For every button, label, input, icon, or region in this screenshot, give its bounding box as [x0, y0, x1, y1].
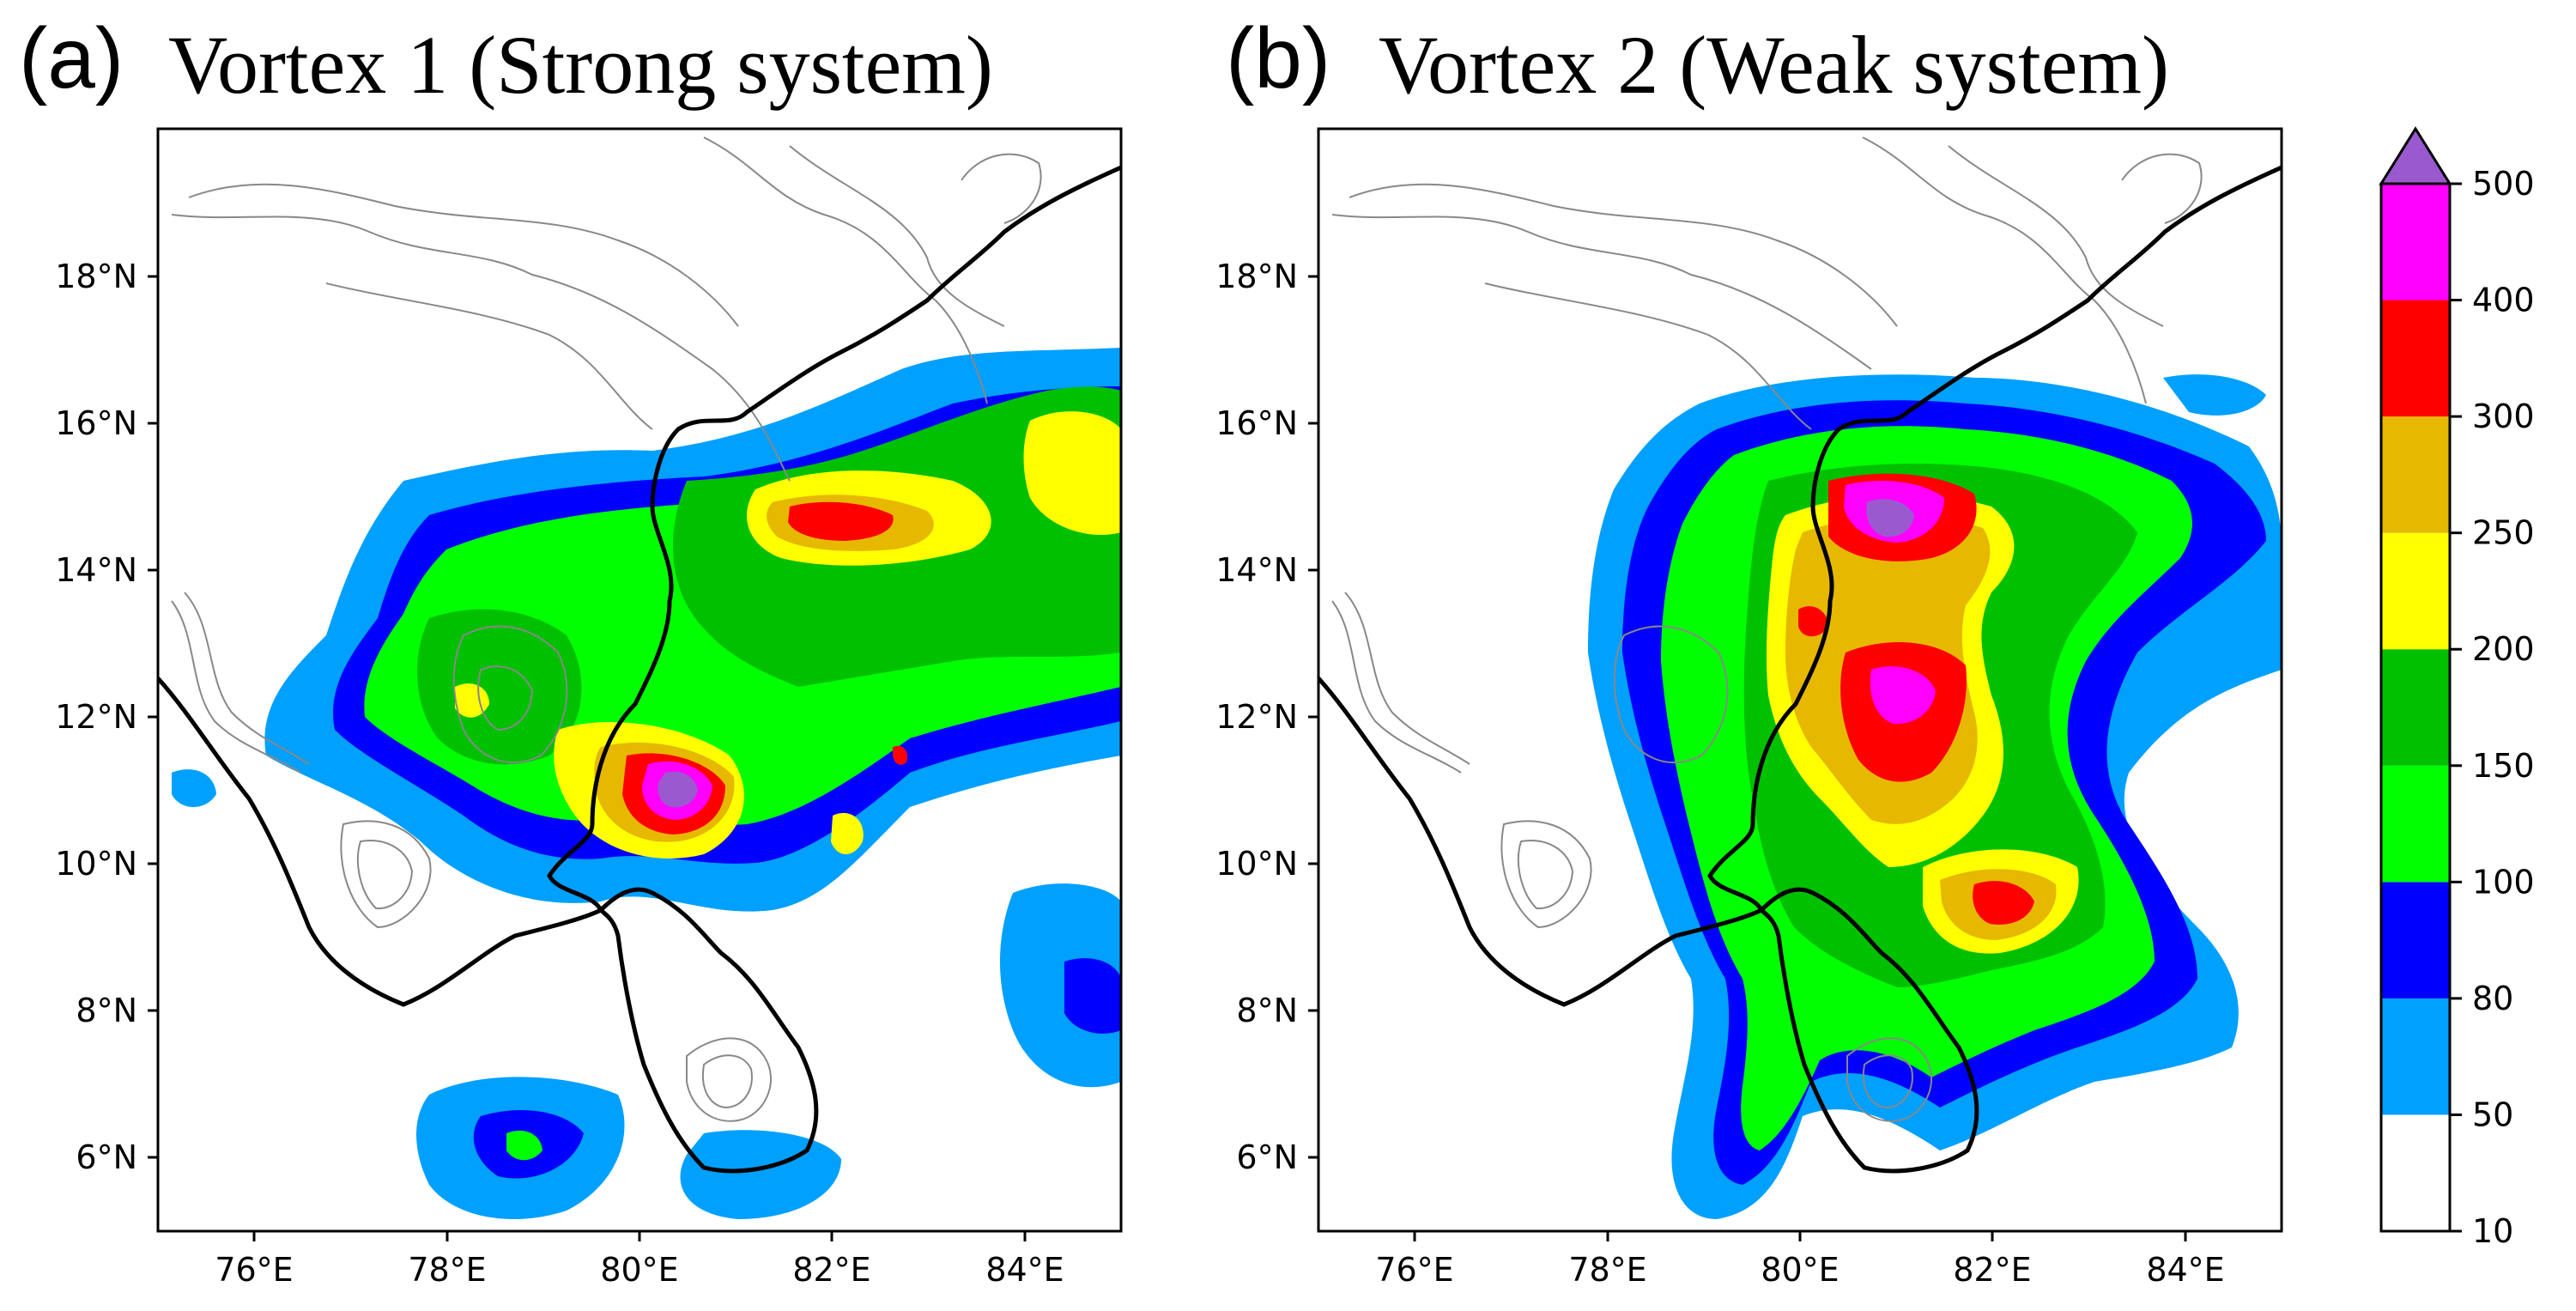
lon-tick-marks-a	[148, 275, 1027, 1241]
coastline-a	[158, 165, 1121, 1174]
colorbar-swatch	[2381, 649, 2450, 766]
lat-labels-b: 18°N 16°N 14°N 12°N 10°N 8°N 6°N	[1215, 258, 1298, 1176]
colorbar: 10 50 80 100 150 200 250 300 400 500	[2379, 126, 2535, 1250]
colorbar-swatch	[2381, 1114, 2450, 1231]
colorbar-labels: 10 50 80 100 150 200 250 300 400 500	[2472, 165, 2535, 1250]
colorbar-label: 500	[2472, 165, 2535, 203]
lat-label-18-b: 18°N	[1215, 258, 1298, 295]
lat-label-10: 10°N	[55, 845, 137, 883]
lon-label-80: 80°E	[600, 1251, 678, 1289]
colorbar-swatch	[2381, 184, 2450, 300]
lat-label-6: 6°N	[76, 1138, 137, 1176]
lat-label-12: 12°N	[55, 698, 137, 736]
lon-label-82-b: 82°E	[1953, 1251, 2031, 1289]
lon-label-82: 82°E	[792, 1251, 870, 1289]
lat-label-14: 14°N	[55, 551, 137, 589]
colorbar-swatch	[2381, 416, 2450, 533]
colorbar-label: 100	[2472, 863, 2535, 901]
lat-label-14-b: 14°N	[1215, 551, 1298, 589]
colorbar-label: 200	[2472, 630, 2535, 668]
colorbar-extension-arrow	[2379, 126, 2452, 185]
colorbar-frame	[2379, 182, 2452, 1233]
lat-label-8: 8°N	[76, 992, 137, 1029]
lat-label-12-b: 12°N	[1215, 698, 1298, 736]
colorbar-blocks	[2379, 126, 2452, 1233]
panel-b-letter: (b)	[1226, 10, 1331, 106]
colorbar-swatch	[2381, 532, 2450, 650]
coastline-b	[1318, 165, 2282, 1174]
rainfall-field-b	[1588, 374, 2282, 1219]
tick-marks-b	[1308, 275, 2187, 1241]
colorbar-label: 300	[2472, 398, 2535, 435]
lon-label-80-b: 80°E	[1761, 1251, 1839, 1289]
colorbar-swatch	[2381, 300, 2450, 417]
lat-label-6-b: 6°N	[1236, 1138, 1298, 1176]
lon-label-78-b: 78°E	[1568, 1251, 1646, 1289]
lon-labels-b: 76°E 78°E 80°E 82°E 84°E	[1375, 1251, 2224, 1289]
lat-labels-a: 18°N 16°N 14°N 12°N 10°N 8°N 6°N	[55, 258, 137, 1176]
lon-label-84-b: 84°E	[2146, 1251, 2224, 1289]
lat-label-10-b: 10°N	[1215, 845, 1298, 883]
colorbar-label: 150	[2472, 747, 2535, 785]
colorbar-label: 10	[2472, 1212, 2513, 1250]
lon-label-84: 84°E	[985, 1251, 1064, 1289]
lat-label-18: 18°N	[55, 258, 137, 295]
lat-label-16: 16°N	[55, 404, 137, 442]
lon-labels-a: 76°E 78°E 80°E 82°E 84°E	[215, 1251, 1064, 1289]
lat-label-8-b: 8°N	[1236, 992, 1298, 1029]
map-panel-a: 76°E 78°E 80°E 82°E 84°E 18°N 16°N 14°N …	[55, 127, 1123, 1289]
lon-label-76: 76°E	[215, 1251, 293, 1289]
lat-label-16-b: 16°N	[1215, 404, 1298, 442]
rainfall-field-a	[172, 348, 1121, 1219]
colorbar-label: 80	[2472, 980, 2513, 1017]
colorbar-label: 400	[2472, 282, 2535, 319]
colorbar-swatch	[2381, 998, 2450, 1115]
colorbar-swatch	[2381, 882, 2450, 998]
lon-label-78: 78°E	[408, 1251, 486, 1289]
colorbar-label: 50	[2472, 1096, 2513, 1133]
colorbar-label: 250	[2472, 514, 2535, 552]
colorbar-swatch	[2381, 765, 2450, 883]
terrain-contours-a	[171, 137, 1042, 1122]
map-panel-b: 76°E 78°E 80°E 82°E 84°E 18°N 16°N 14°N …	[1215, 127, 2283, 1289]
colorbar-ticks	[2450, 182, 2462, 1233]
panel-a-letter: (a)	[19, 10, 124, 106]
lon-label-76-b: 76°E	[1375, 1251, 1453, 1289]
panel-a-title: Vortex 1 (Strong system)	[168, 19, 993, 111]
terrain-contours-b	[1331, 137, 2203, 1122]
panel-b-title: Vortex 2 (Weak system)	[1379, 19, 2169, 111]
